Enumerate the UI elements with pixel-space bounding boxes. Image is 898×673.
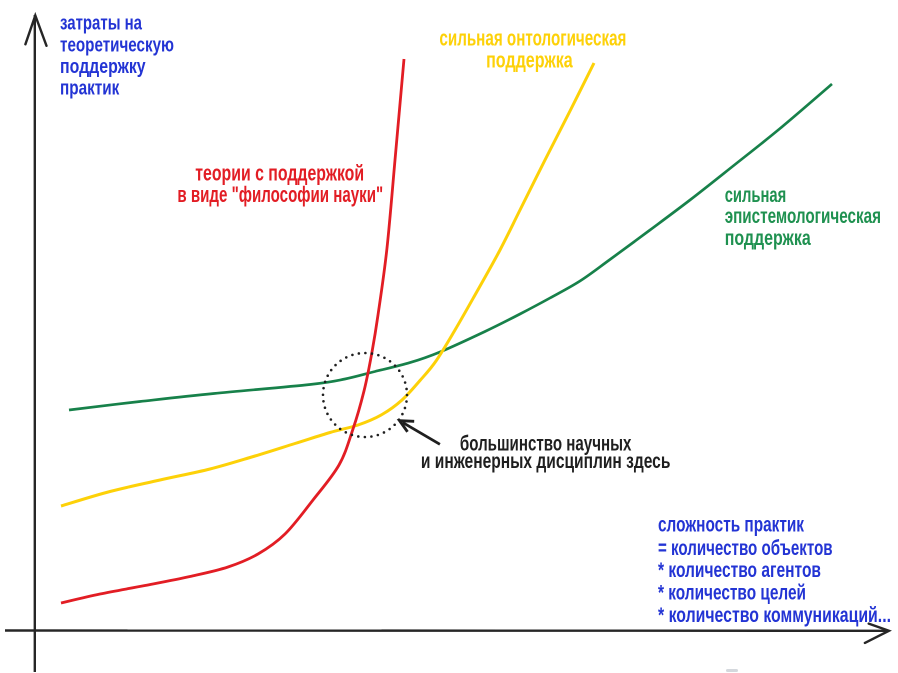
svg-text:теоретическую: теоретическую bbox=[60, 34, 174, 56]
svg-text:поддержка: поддержка bbox=[486, 48, 573, 73]
svg-text:в виде "философии науки": в виде "философии науки" bbox=[177, 182, 383, 207]
svg-text:сложность практик: сложность практик bbox=[658, 513, 804, 537]
svg-text:* количество коммуникаций...: * количество коммуникаций... bbox=[658, 603, 891, 627]
svg-text:поддержку: поддержку bbox=[60, 56, 146, 78]
svg-text:поддержка: поддержка bbox=[725, 226, 812, 250]
svg-text:* количество агентов: * количество агентов bbox=[658, 558, 821, 582]
svg-text:затраты на: затраты на bbox=[60, 13, 143, 35]
svg-text:сильная: сильная bbox=[725, 183, 787, 207]
svg-text:эпистемологическая: эпистемологическая bbox=[725, 204, 881, 228]
svg-text:теории с поддержкой: теории с поддержкой bbox=[195, 160, 364, 185]
svg-text:сильная онтологическая: сильная онтологическая bbox=[439, 25, 626, 50]
svg-text:* количество целей: * количество целей bbox=[658, 581, 806, 605]
svg-text:= количество объектов: = количество объектов bbox=[658, 536, 833, 560]
svg-text:и инженерных дисциплин здесь: и инженерных дисциплин здесь bbox=[421, 450, 671, 473]
svg-text:практик: практик bbox=[60, 78, 120, 100]
svg-text:большинство научных: большинство научных bbox=[460, 433, 632, 456]
